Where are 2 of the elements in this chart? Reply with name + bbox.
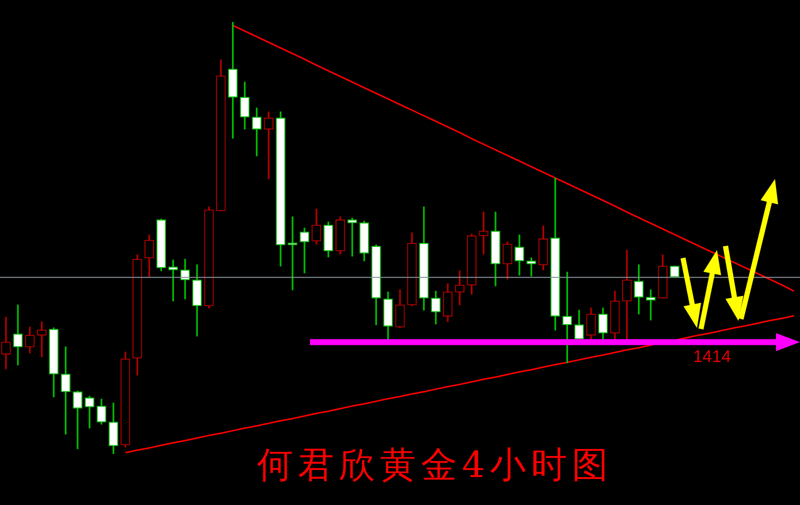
annotation: 1414 bbox=[693, 346, 731, 366]
text: 何君欣黄金4小时图 bbox=[257, 444, 613, 488]
